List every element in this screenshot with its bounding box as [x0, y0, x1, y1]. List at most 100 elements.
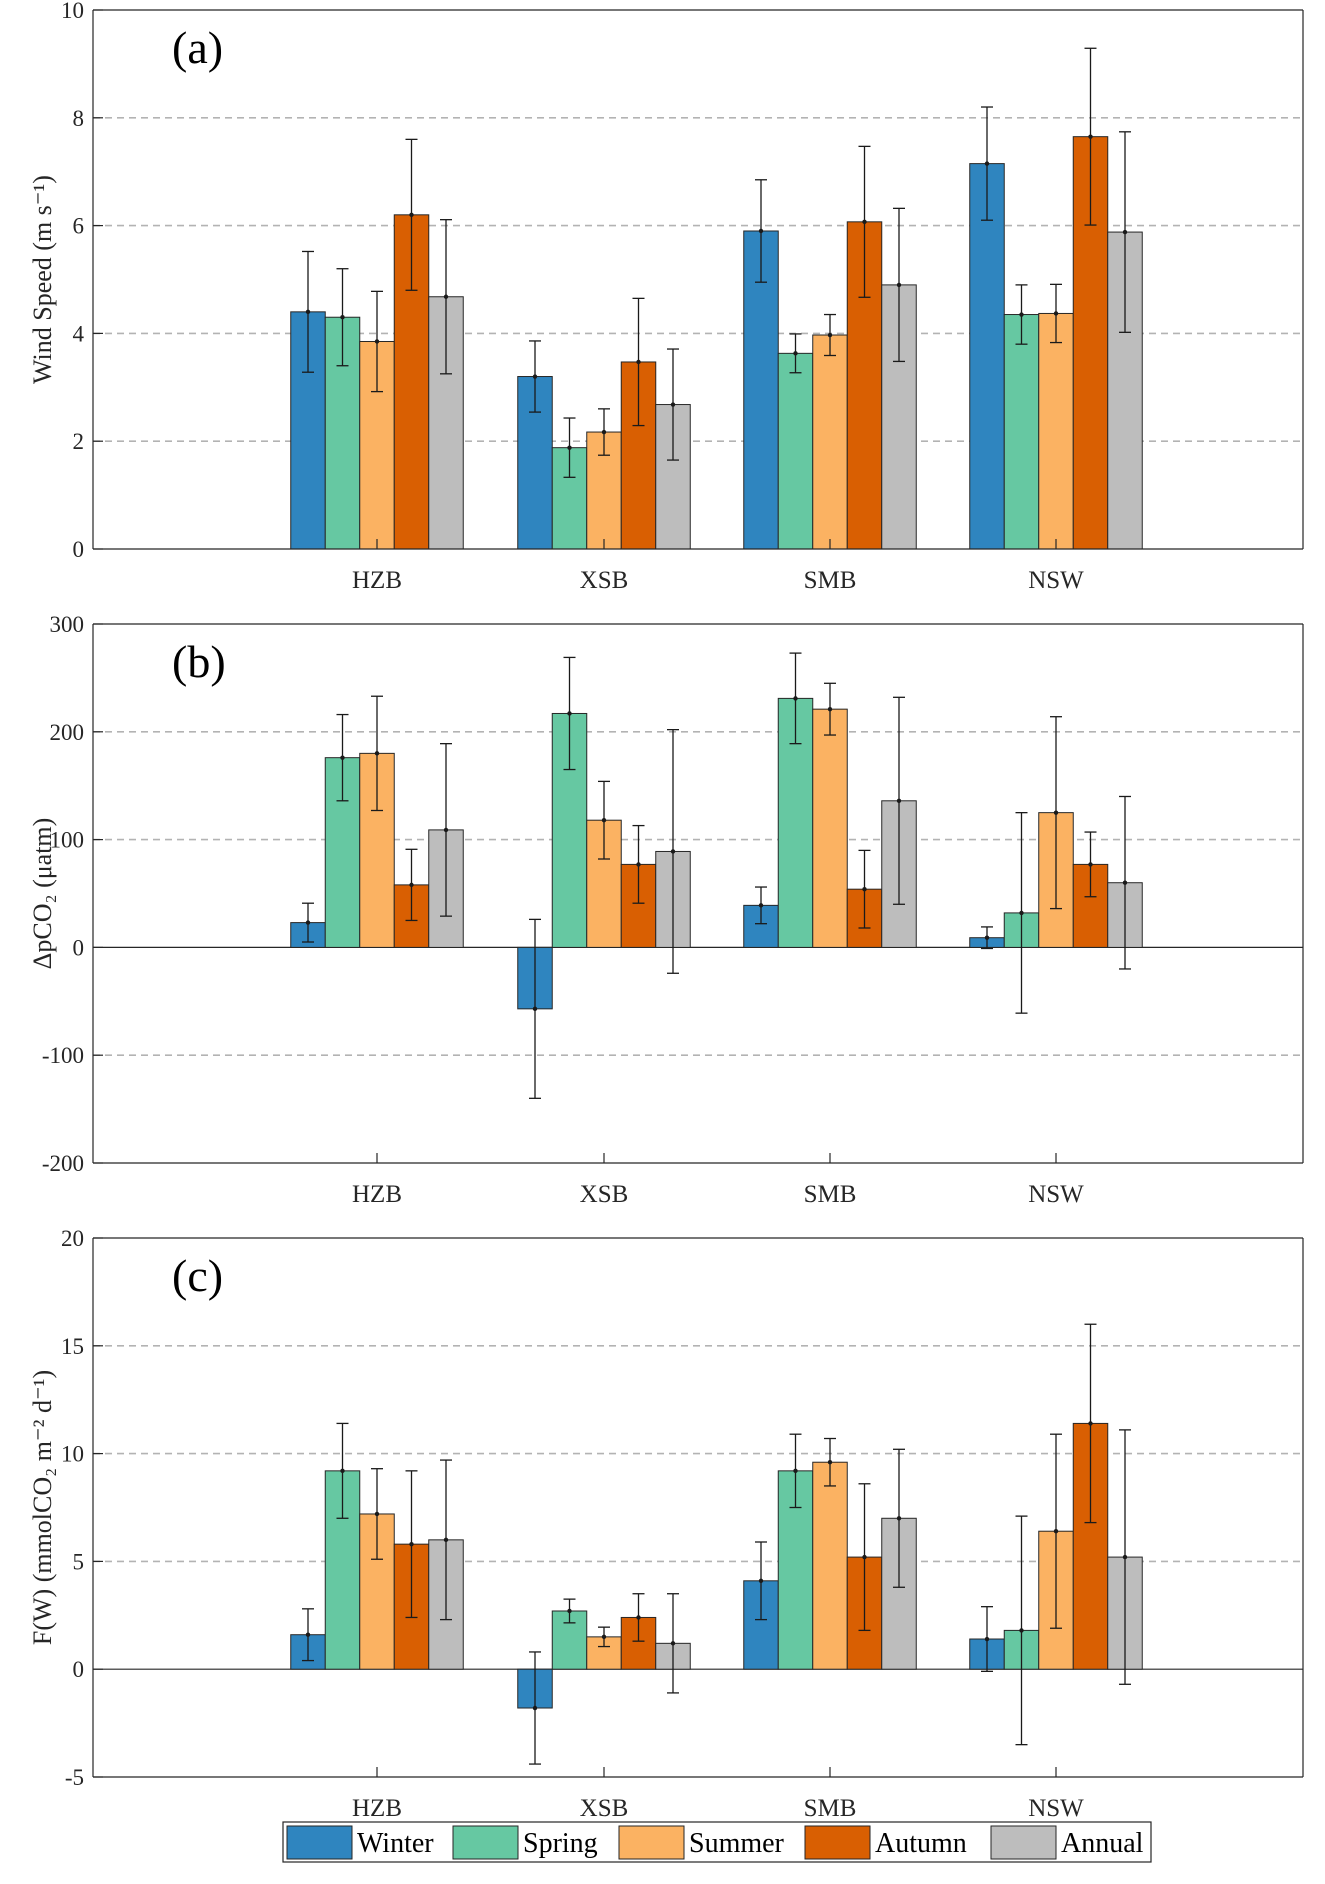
y-tick-label: 2 — [73, 429, 85, 454]
error-bar — [598, 780, 610, 860]
error-bar — [440, 1459, 452, 1621]
error-bar — [1084, 831, 1097, 898]
error-bar — [1119, 1429, 1131, 1685]
bar-winter-nsw — [969, 163, 1005, 550]
legend-swatch — [990, 1825, 1057, 1860]
error-bar — [405, 1470, 418, 1619]
error-bar — [529, 340, 541, 413]
error-bar — [755, 886, 767, 925]
error-bar — [302, 250, 314, 373]
error-bar — [405, 138, 418, 291]
bar-spring-smb — [777, 352, 814, 550]
error-bar — [336, 713, 349, 802]
error-bar — [529, 1651, 541, 1765]
error-bar — [371, 290, 383, 393]
error-bar — [440, 219, 452, 375]
error-bar — [667, 348, 679, 461]
error-bar — [529, 918, 541, 1099]
y-tick-label: 20 — [61, 1226, 84, 1251]
y-tick-label: -100 — [42, 1043, 84, 1068]
error-bar — [858, 1483, 871, 1632]
error-bar — [632, 824, 645, 904]
error-bar — [336, 268, 349, 367]
error-bar — [981, 926, 993, 950]
legend-swatch — [804, 1825, 871, 1860]
error-bar — [632, 297, 645, 427]
panel-label: (c) — [172, 1250, 223, 1301]
error-bar — [405, 848, 418, 922]
legend: Winter Spring Summer Autumn Annual — [282, 1821, 1152, 1863]
chart-panel-b: -200 -100 0 100 200 300 HZB XSB SMB NSW (b) ΔpCO₂ (… — [28, 612, 1304, 1208]
error-bar — [981, 1606, 993, 1673]
error-bar — [598, 408, 610, 456]
y-tick-label: 10 — [61, 0, 84, 23]
legend-label: Summer — [689, 1828, 785, 1859]
x-tick-label-xsb: XSB — [580, 567, 629, 594]
error-bar — [302, 1608, 314, 1662]
chart-panel-c: -5 0 5 10 15 20 HZB XSB SMB NSW (c) F(W) (mmolCO₂ m… — [28, 1226, 1304, 1822]
error-bar — [1015, 812, 1028, 1014]
x-tick-label-smb: SMB — [804, 1795, 857, 1822]
y-axis-label: ΔpCO₂ (μatm) — [28, 818, 57, 970]
error-bar — [302, 902, 314, 943]
panel-label: (a) — [172, 22, 223, 73]
legend-item-winter: Winter — [286, 1825, 434, 1860]
y-tick-label: 0 — [73, 935, 85, 960]
y-tick-label: 6 — [73, 214, 85, 239]
panel-label: (b) — [172, 636, 226, 687]
legend-label: Winter — [357, 1828, 434, 1859]
error-bar — [563, 417, 576, 478]
legend-label: Autumn — [875, 1828, 967, 1859]
error-bar — [1015, 284, 1028, 345]
bar-summer-smb — [812, 334, 848, 550]
error-bar — [893, 1448, 905, 1588]
y-tick-label: 8 — [73, 106, 85, 131]
y-axis-label: F(W) (mmolCO₂ m⁻² d⁻¹) — [28, 1370, 57, 1645]
x-tick-label-xsb: XSB — [580, 1795, 629, 1822]
x-tick-label-hzb: HZB — [352, 567, 402, 594]
chart-panel-a: 0 2 4 6 8 10 HZB XSB SMB NSW (a) Wind Speed (m s⁻¹) — [28, 0, 1304, 594]
y-tick-label: 0 — [73, 537, 85, 562]
y-tick-label: 200 — [50, 720, 85, 745]
error-bar — [1119, 131, 1131, 333]
error-bar — [1050, 1433, 1062, 1629]
error-bar — [371, 1468, 383, 1560]
legend-swatch — [452, 1825, 519, 1860]
legend-label: Spring — [523, 1828, 598, 1859]
error-bar — [858, 145, 871, 298]
error-bar — [1050, 716, 1062, 910]
x-tick-label-smb: SMB — [804, 567, 857, 594]
error-bar — [1119, 795, 1131, 970]
y-tick-label: 300 — [50, 612, 85, 637]
error-bar — [1084, 1323, 1097, 1524]
error-bar — [755, 1541, 767, 1621]
legend-swatch — [286, 1825, 353, 1860]
legend-item-annual: Annual — [990, 1825, 1144, 1860]
x-tick-label-smb: SMB — [804, 1181, 857, 1208]
error-bar — [440, 743, 452, 917]
bar-summer-nsw — [1038, 312, 1074, 550]
x-tick-label-nsw: NSW — [1028, 1181, 1084, 1208]
bar-summer-smb — [812, 1461, 848, 1670]
y-tick-label: 5 — [73, 1549, 85, 1574]
error-bar — [789, 1433, 802, 1509]
y-tick-label: 15 — [61, 1334, 84, 1359]
error-bar — [981, 106, 993, 221]
error-bar — [563, 656, 576, 771]
error-bar — [336, 1422, 349, 1519]
error-bar — [824, 1437, 836, 1487]
legend-item-summer: Summer — [618, 1825, 785, 1860]
y-tick-label: 0 — [73, 1657, 85, 1682]
error-bar — [893, 696, 905, 905]
y-tick-label: -5 — [65, 1765, 84, 1790]
x-tick-label-nsw: NSW — [1028, 567, 1084, 594]
y-tick-label: -200 — [42, 1151, 84, 1176]
bar-summer-smb — [812, 708, 848, 948]
x-tick-label-xsb: XSB — [580, 1181, 629, 1208]
error-bar — [789, 333, 802, 374]
error-bar — [667, 1593, 679, 1694]
error-bar — [789, 652, 802, 745]
error-bar — [667, 728, 679, 974]
x-tick-label-nsw: NSW — [1028, 1795, 1084, 1822]
